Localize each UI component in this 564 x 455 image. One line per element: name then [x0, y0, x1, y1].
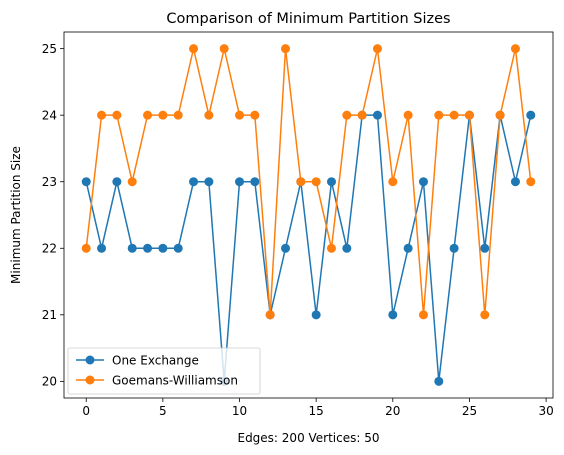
- data-point-goemans-williamson: [434, 110, 444, 120]
- data-point-goemans-williamson: [265, 310, 275, 320]
- data-point-one-exchange: [127, 243, 137, 253]
- data-point-goemans-williamson: [510, 44, 520, 54]
- y-tick-label: 22: [42, 242, 57, 256]
- data-point-goemans-williamson: [418, 310, 428, 320]
- data-point-goemans-williamson: [495, 110, 505, 120]
- legend-box: [67, 347, 261, 395]
- data-point-one-exchange: [250, 177, 260, 187]
- data-point-one-exchange: [81, 177, 91, 187]
- data-point-goemans-williamson: [219, 44, 229, 54]
- y-tick-label: 25: [42, 42, 57, 56]
- legend-swatch-marker: [85, 355, 95, 365]
- data-point-one-exchange: [173, 243, 183, 253]
- x-tick-label: 20: [385, 404, 400, 418]
- data-point-goemans-williamson: [143, 110, 153, 120]
- legend-swatch-marker: [85, 375, 95, 385]
- data-point-goemans-williamson: [235, 110, 245, 120]
- x-tick-label: 25: [462, 404, 477, 418]
- data-point-goemans-williamson: [173, 110, 183, 120]
- data-point-goemans-williamson: [464, 110, 474, 120]
- y-axis-label: Minimum Partition Size: [9, 146, 23, 284]
- data-point-goemans-williamson: [189, 44, 199, 54]
- x-tick-label: 10: [232, 404, 247, 418]
- data-point-goemans-williamson: [526, 177, 536, 187]
- data-point-goemans-williamson: [204, 110, 214, 120]
- y-tick-label: 21: [42, 308, 57, 322]
- data-point-goemans-williamson: [480, 310, 490, 320]
- data-point-one-exchange: [235, 177, 245, 187]
- x-tick-label: 30: [538, 404, 553, 418]
- data-point-one-exchange: [342, 243, 352, 253]
- chart-title: Comparison of Minimum Partition Sizes: [166, 11, 450, 27]
- data-point-one-exchange: [311, 310, 321, 320]
- data-point-one-exchange: [281, 243, 291, 253]
- data-point-goemans-williamson: [97, 110, 107, 120]
- data-point-goemans-williamson: [281, 44, 291, 54]
- data-point-goemans-williamson: [449, 110, 459, 120]
- data-point-one-exchange: [418, 177, 428, 187]
- legend-label: Goemans-Williamson: [112, 373, 238, 387]
- data-point-one-exchange: [449, 243, 459, 253]
- data-point-goemans-williamson: [342, 110, 352, 120]
- data-point-goemans-williamson: [388, 177, 398, 187]
- legend-label: One Exchange: [112, 353, 199, 367]
- data-point-one-exchange: [326, 177, 336, 187]
- data-point-goemans-williamson: [296, 177, 306, 187]
- data-point-goemans-williamson: [112, 110, 122, 120]
- y-tick-label: 24: [42, 108, 57, 122]
- data-point-one-exchange: [158, 243, 168, 253]
- data-point-goemans-williamson: [250, 110, 260, 120]
- data-point-goemans-williamson: [403, 110, 413, 120]
- x-tick-label: 5: [159, 404, 167, 418]
- data-point-goemans-williamson: [357, 110, 367, 120]
- data-point-one-exchange: [434, 376, 444, 386]
- data-point-goemans-williamson: [311, 177, 321, 187]
- plot-area: [64, 32, 553, 398]
- data-point-one-exchange: [112, 177, 122, 187]
- data-point-goemans-williamson: [158, 110, 168, 120]
- data-point-one-exchange: [143, 243, 153, 253]
- data-point-one-exchange: [403, 243, 413, 253]
- x-tick-label: 15: [309, 404, 324, 418]
- x-tick-label: 0: [82, 404, 90, 418]
- data-point-one-exchange: [97, 243, 107, 253]
- plot-frame: [63, 31, 554, 399]
- data-point-goemans-williamson: [127, 177, 137, 187]
- data-point-one-exchange: [526, 110, 536, 120]
- data-point-one-exchange: [388, 310, 398, 320]
- data-point-one-exchange: [480, 243, 490, 253]
- data-point-one-exchange: [204, 177, 214, 187]
- legend: One Exchange Goemans-Williamson: [67, 347, 261, 395]
- data-point-one-exchange: [510, 177, 520, 187]
- data-point-one-exchange: [189, 177, 199, 187]
- data-point-goemans-williamson: [326, 243, 336, 253]
- x-axis-label: Edges: 200 Vertices: 50: [237, 431, 379, 445]
- data-point-goemans-williamson: [372, 44, 382, 54]
- y-tick-label: 23: [42, 175, 57, 189]
- data-point-goemans-williamson: [81, 243, 91, 253]
- data-point-one-exchange: [372, 110, 382, 120]
- y-tick-label: 20: [42, 375, 57, 389]
